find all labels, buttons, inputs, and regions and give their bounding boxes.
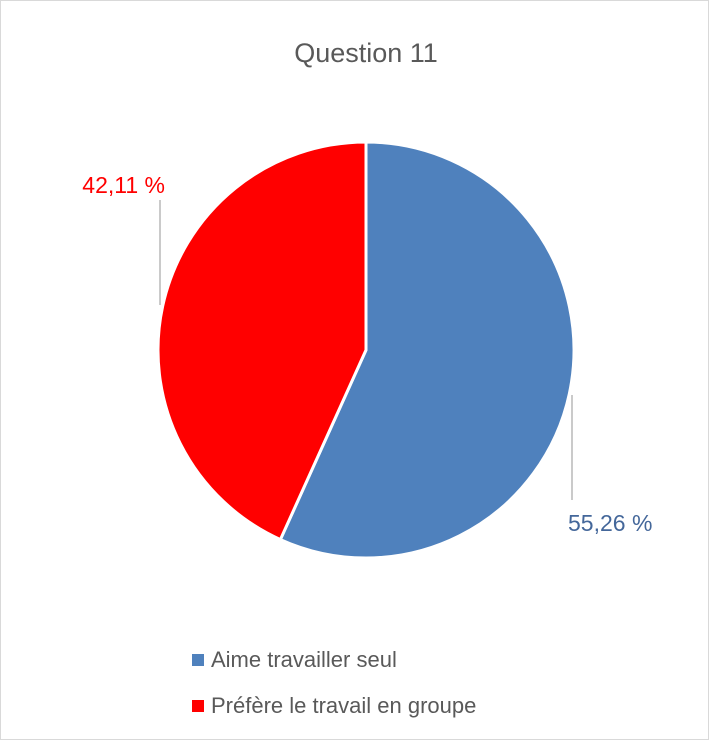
chart-title: Question 11: [294, 38, 438, 68]
pie-slice: [156, 140, 368, 542]
legend-swatch: [192, 700, 204, 712]
data-label: 55,26 %: [568, 510, 652, 536]
pie-slice: [278, 140, 576, 560]
legend-swatch: [192, 654, 204, 666]
legend-label: Préfère le travail en groupe: [211, 693, 476, 718]
data-label: 42,11 %: [82, 172, 165, 198]
legend-label: Aime travailler seul: [211, 647, 397, 672]
